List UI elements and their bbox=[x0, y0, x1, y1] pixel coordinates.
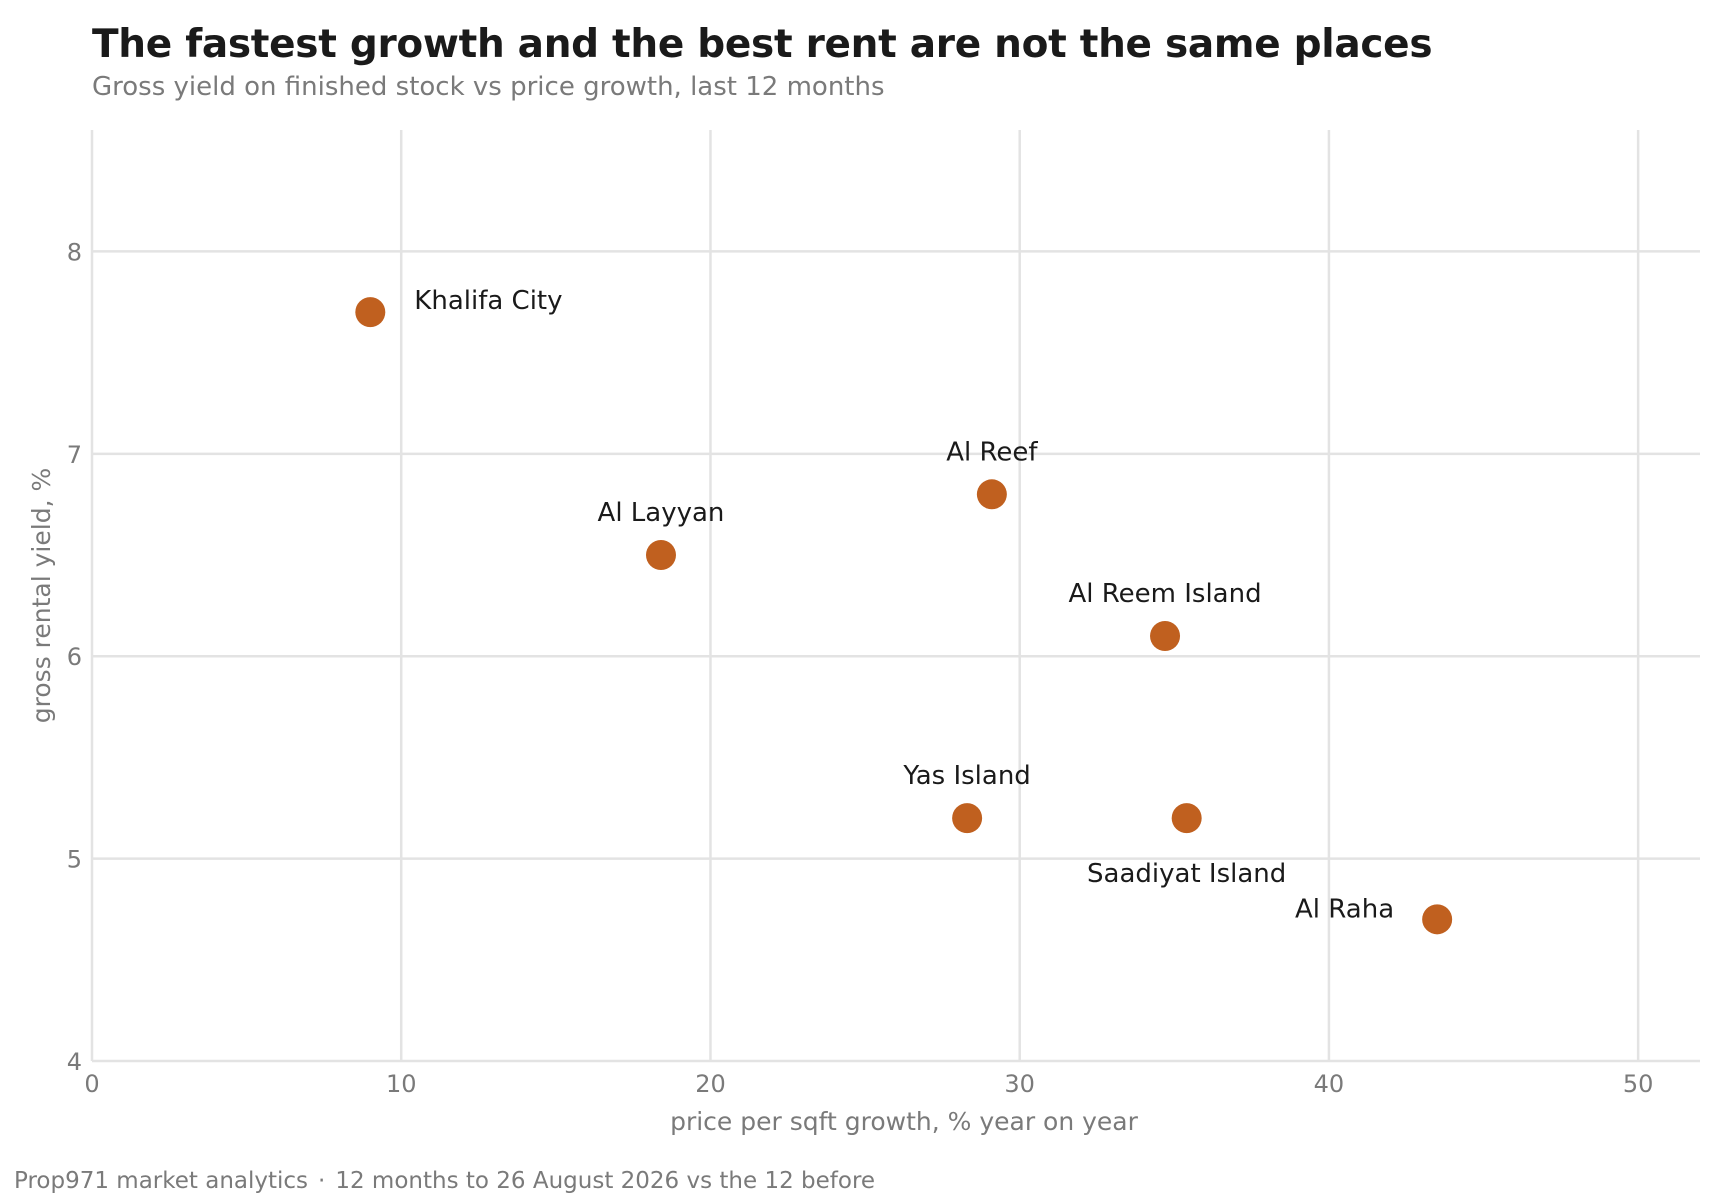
data-point bbox=[1422, 904, 1453, 935]
data-point bbox=[645, 540, 676, 571]
point-label: Khalifa City bbox=[414, 286, 562, 316]
data-point bbox=[952, 803, 983, 834]
x-tick-label: 0 bbox=[84, 1070, 99, 1098]
point-label: Saadiyat Island bbox=[1087, 859, 1286, 889]
y-axis-title: gross rental yield, % bbox=[27, 468, 56, 723]
data-point bbox=[1150, 620, 1181, 651]
point-layer: Khalifa City Al Layyan Al Reef Yas Island Al… bbox=[355, 286, 1453, 935]
point-label: Al Layyan bbox=[598, 498, 725, 528]
chart-title: The fastest growth and the best rent are… bbox=[92, 22, 1433, 67]
tick-layer: 0 10 20 30 40 50 4 5 6 7 8 bbox=[67, 238, 1654, 1098]
chart-footer: Prop971 market analytics · 12 months to 26… bbox=[14, 1168, 875, 1194]
data-point bbox=[1171, 803, 1202, 834]
x-tick-label: 50 bbox=[1623, 1070, 1654, 1098]
footer-period: 12 months to 26 August 2026 vs the 12 be… bbox=[335, 1168, 876, 1194]
grid-layer bbox=[90, 130, 1700, 1063]
x-tick-label: 20 bbox=[695, 1070, 726, 1098]
y-tick-label: 8 bbox=[67, 238, 82, 266]
x-tick-label: 40 bbox=[1314, 1070, 1345, 1098]
data-point bbox=[976, 479, 1007, 510]
y-tick-label: 4 bbox=[67, 1048, 82, 1076]
point-label: Al Reef bbox=[946, 437, 1038, 467]
x-tick-label: 30 bbox=[1004, 1070, 1035, 1098]
point-label: Al Reem Island bbox=[1068, 579, 1261, 609]
x-tick-label: 10 bbox=[386, 1070, 417, 1098]
y-tick-label: 6 bbox=[67, 643, 82, 671]
data-point bbox=[355, 297, 386, 328]
y-tick-label: 7 bbox=[67, 441, 82, 469]
footer-source: Prop971 market analytics bbox=[14, 1168, 309, 1194]
point-label: Al Raha bbox=[1295, 894, 1394, 924]
footer-separator: · bbox=[318, 1168, 326, 1194]
chart-subtitle: Gross yield on finished stock vs price g… bbox=[92, 72, 885, 102]
point-label: Yas Island bbox=[902, 761, 1030, 791]
x-axis-title: price per sqft growth, % year on year bbox=[670, 1107, 1139, 1136]
y-tick-label: 5 bbox=[67, 846, 82, 874]
